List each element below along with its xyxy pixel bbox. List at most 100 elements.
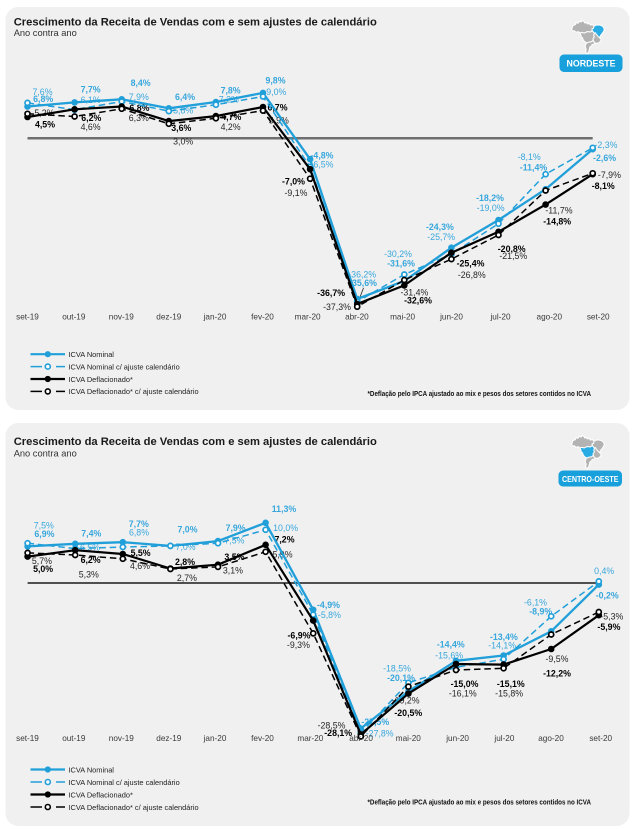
svg-text:abr-20: abr-20	[349, 734, 373, 743]
svg-text:Crescimento da Receita de Vend: Crescimento da Receita de Vendas com e s…	[14, 17, 377, 29]
svg-text:-19,2%: -19,2%	[392, 695, 420, 705]
svg-text:7,9%: 7,9%	[129, 92, 149, 102]
svg-text:out-19: out-19	[62, 312, 86, 321]
svg-text:-36,7%: -36,7%	[317, 288, 345, 298]
svg-text:5,8%: 5,8%	[173, 106, 193, 116]
svg-text:set-20: set-20	[589, 734, 612, 743]
svg-text:fev-20: fev-20	[251, 734, 274, 743]
svg-text:7,4%: 7,4%	[81, 529, 101, 539]
svg-text:4,5%: 4,5%	[35, 120, 55, 130]
svg-text:mar-20: mar-20	[297, 734, 323, 743]
svg-text:4,2%: 4,2%	[221, 122, 241, 132]
svg-text:4,6%: 4,6%	[130, 561, 150, 571]
svg-text:3,6%: 3,6%	[171, 123, 191, 133]
svg-text:-28,1%: -28,1%	[324, 728, 352, 738]
svg-text:-20,5%: -20,5%	[394, 708, 422, 718]
svg-text:-21,5%: -21,5%	[499, 251, 527, 261]
svg-text:-24,3%: -24,3%	[426, 222, 454, 232]
svg-text:-32,6%: -32,6%	[404, 296, 432, 306]
svg-text:-4,8%: -4,8%	[311, 150, 334, 160]
svg-text:-5,9%: -5,9%	[597, 622, 620, 632]
svg-text:-14,4%: -14,4%	[437, 640, 465, 650]
svg-text:-9,1%: -9,1%	[285, 188, 308, 198]
svg-text:-5,3%: -5,3%	[600, 612, 623, 622]
svg-text:4,6%: 4,6%	[81, 122, 101, 132]
svg-text:-37,3%: -37,3%	[323, 302, 351, 312]
svg-text:-35,6%: -35,6%	[349, 278, 377, 288]
svg-text:-8,1%: -8,1%	[592, 181, 615, 191]
svg-text:*Deflação pelo IPCA ajustado a: *Deflação pelo IPCA ajustado ao mix e pe…	[368, 389, 592, 398]
svg-text:ago-20: ago-20	[538, 734, 564, 743]
svg-text:-19,0%: -19,0%	[477, 203, 505, 213]
svg-text:-18,2%: -18,2%	[476, 193, 504, 203]
svg-text:-7,9%: -7,9%	[598, 170, 621, 180]
svg-text:11,3%: 11,3%	[272, 504, 297, 514]
svg-text:out-19: out-19	[62, 734, 86, 743]
svg-text:jul-20: jul-20	[489, 312, 510, 321]
svg-text:-15,8%: -15,8%	[495, 689, 523, 699]
svg-text:CENTRO-OESTE: CENTRO-OESTE	[562, 474, 619, 484]
svg-text:-2,3%: -2,3%	[595, 140, 618, 150]
svg-text:-20,1%: -20,1%	[387, 673, 415, 683]
svg-text:ICVA Nominal: ICVA Nominal	[69, 765, 115, 774]
svg-text:9,8%: 9,8%	[265, 76, 285, 86]
svg-text:7,7%: 7,7%	[81, 85, 101, 95]
svg-text:-28,5%: -28,5%	[318, 721, 346, 731]
svg-text:-6,9%: -6,9%	[288, 631, 311, 641]
svg-text:dez-19: dez-19	[156, 734, 181, 743]
svg-text:-36,2%: -36,2%	[348, 269, 376, 279]
svg-text:6,4%: 6,4%	[175, 92, 195, 102]
svg-text:jul-20: jul-20	[493, 734, 514, 743]
svg-text:3,0%: 3,0%	[173, 137, 193, 147]
svg-text:7,5%: 7,5%	[34, 521, 54, 531]
svg-text:*Deflação pelo IPCA ajustado a: *Deflação pelo IPCA ajustado ao mix e pe…	[368, 797, 592, 806]
svg-text:6,1%: 6,1%	[81, 95, 101, 105]
svg-text:ICVA Deflacionado* c/ ajuste c: ICVA Deflacionado* c/ ajuste calendário	[69, 387, 199, 396]
svg-text:-8,1%: -8,1%	[518, 152, 541, 162]
svg-text:set-19: set-19	[16, 734, 39, 743]
svg-text:6,9%: 6,9%	[34, 529, 54, 539]
svg-text:-31,6%: -31,6%	[387, 259, 415, 269]
svg-text:6,8%: 6,8%	[129, 528, 149, 538]
svg-text:0,4%: 0,4%	[594, 566, 614, 576]
svg-text:-15,1%: -15,1%	[497, 679, 525, 689]
svg-text:Ano contra ano: Ano contra ano	[14, 449, 77, 459]
svg-text:ICVA Nominal c/ ajuste calendá: ICVA Nominal c/ ajuste calendário	[69, 362, 180, 371]
svg-text:-25,4%: -25,4%	[457, 258, 485, 268]
svg-text:-11,4%: -11,4%	[520, 163, 548, 173]
svg-text:jun-20: jun-20	[439, 312, 463, 321]
svg-text:-27,8%: -27,8%	[366, 729, 394, 739]
svg-text:-6,1%: -6,1%	[524, 598, 547, 608]
svg-text:set-20: set-20	[587, 312, 610, 321]
svg-text:8,4%: 8,4%	[131, 78, 151, 88]
svg-text:mai-20: mai-20	[396, 734, 421, 743]
svg-text:4,7%: 4,7%	[221, 112, 241, 122]
svg-text:ICVA Nominal c/ ajuste calendá: ICVA Nominal c/ ajuste calendário	[69, 778, 180, 787]
svg-text:-7,0%: -7,0%	[282, 177, 305, 187]
svg-text:-25,7%: -25,7%	[427, 232, 455, 242]
svg-text:set-19: set-19	[16, 312, 39, 321]
svg-text:Crescimento da Receita de Vend: Crescimento da Receita de Vendas com e s…	[14, 436, 377, 448]
svg-text:-14,1%: -14,1%	[488, 640, 516, 650]
svg-text:2,8%: 2,8%	[175, 557, 195, 567]
svg-text:-20,8%: -20,8%	[498, 244, 526, 254]
svg-text:ICVA Deflacionado*: ICVA Deflacionado*	[69, 790, 133, 799]
svg-text:jan-20: jan-20	[203, 734, 227, 743]
svg-text:5,7%: 5,7%	[32, 556, 52, 566]
svg-text:7,0%: 7,0%	[176, 542, 196, 552]
svg-text:2,7%: 2,7%	[177, 573, 197, 583]
svg-text:5,5%: 5,5%	[131, 548, 151, 558]
svg-text:-15,6%: -15,6%	[435, 651, 463, 661]
svg-text:6,8%: 6,8%	[129, 103, 149, 113]
svg-text:7,7%: 7,7%	[129, 519, 149, 529]
svg-text:-13,4%: -13,4%	[490, 632, 518, 642]
svg-text:5,3%: 5,3%	[79, 570, 99, 580]
svg-text:-14,8%: -14,8%	[543, 216, 571, 226]
svg-text:-2,6%: -2,6%	[593, 153, 616, 163]
svg-text:jun-20: jun-20	[445, 734, 469, 743]
svg-text:7,9%: 7,9%	[226, 523, 246, 533]
svg-text:6,7%: 6,7%	[267, 103, 287, 113]
svg-text:-0,2%: -0,2%	[596, 591, 619, 601]
svg-text:6,2%: 6,2%	[81, 113, 101, 123]
svg-text:-31,4%: -31,4%	[400, 288, 428, 298]
